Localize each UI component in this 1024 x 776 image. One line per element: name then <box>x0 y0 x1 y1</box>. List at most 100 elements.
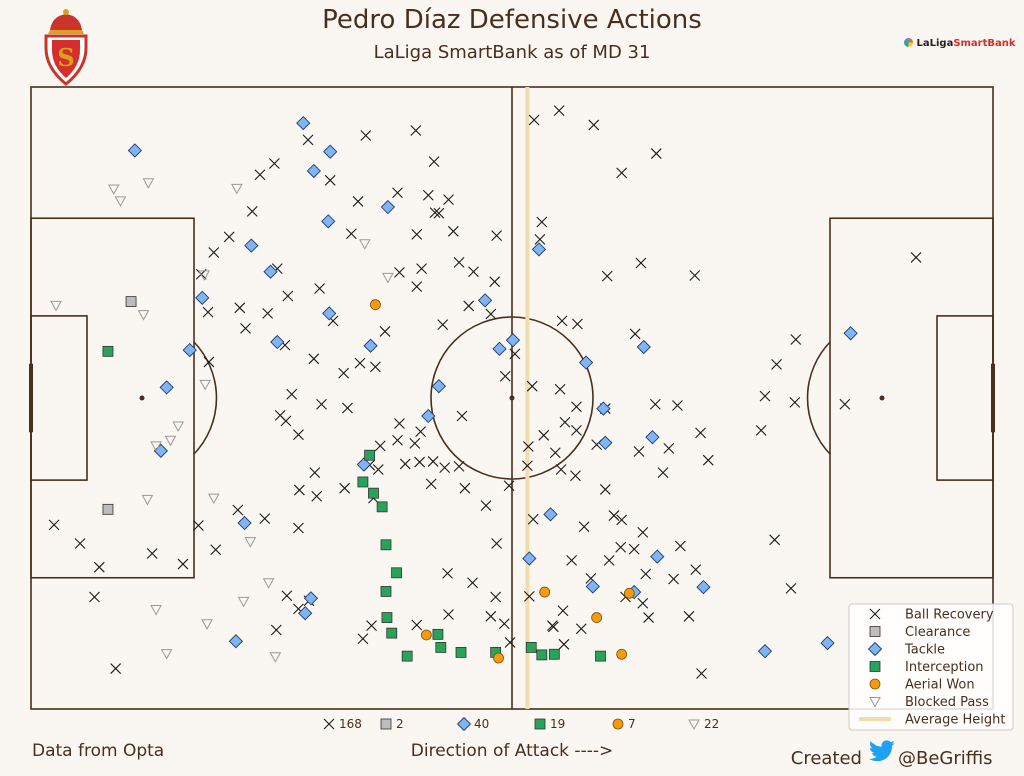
ball-recovery-point <box>293 429 304 441</box>
interception-point <box>401 650 413 662</box>
ball-recovery-point <box>640 568 652 580</box>
ball-recovery-point <box>456 410 468 422</box>
tackle-point <box>303 591 319 606</box>
ball-recovery-point <box>480 500 492 511</box>
ball-recovery-point <box>357 633 369 645</box>
ball-recovery-point <box>48 519 60 531</box>
ball-recovery-point <box>177 558 189 570</box>
legend-label: Aerial Won <box>905 678 975 693</box>
tackle-point <box>127 143 143 158</box>
tackle-point <box>598 435 613 450</box>
ball-recovery-point <box>522 460 533 472</box>
ball-recovery-point <box>527 513 539 525</box>
right-penalty-arc <box>806 341 831 455</box>
ball-recovery-point <box>696 668 707 679</box>
interception-point <box>391 567 402 579</box>
ball-recovery-point <box>74 538 86 549</box>
clearance-point <box>102 503 114 515</box>
twitter-bird-icon[interactable] <box>868 740 896 768</box>
ball-recovery-point <box>637 526 649 538</box>
tackle-point <box>645 430 660 445</box>
tackle-point <box>696 579 711 595</box>
ball-recovery-point <box>282 290 294 302</box>
ball-recovery-point <box>294 484 305 496</box>
ball-recovery-point <box>491 538 502 549</box>
count-value: 2 <box>396 717 404 731</box>
ball-recovery-point <box>616 514 628 526</box>
center-spot <box>509 395 515 401</box>
blocked-pass-point <box>172 421 185 433</box>
interception-point <box>455 646 467 658</box>
ball-recovery-point <box>547 620 558 632</box>
aerial-won-point <box>539 586 551 598</box>
ball-recovery-point <box>370 361 381 373</box>
blocked-pass-point <box>199 379 211 391</box>
ball-recovery-point <box>354 357 366 369</box>
left-six-yard-box <box>30 315 88 481</box>
left-penalty-spot <box>139 395 145 401</box>
ball-recovery-point <box>262 308 274 319</box>
ball-recovery-point <box>443 194 454 205</box>
tackle-point <box>543 507 558 522</box>
ball-recovery-point <box>489 276 501 288</box>
ball-recovery-point <box>443 609 454 620</box>
blocked-pass-point <box>198 270 211 281</box>
ball-recovery-point <box>601 270 613 282</box>
ball-recovery-point <box>360 130 372 141</box>
ball-recovery-point <box>572 318 583 330</box>
right-penalty-spot <box>879 395 885 401</box>
pitch <box>29 86 995 710</box>
ball-recovery-point <box>608 510 620 521</box>
tackle-point <box>298 606 313 621</box>
legend-label: Interception <box>905 660 984 675</box>
ball-recovery-point <box>280 415 292 427</box>
tackle-point <box>636 339 651 355</box>
blocked-pass-point <box>107 184 120 196</box>
ball-recovery-point <box>499 370 511 382</box>
ball-recovery-point <box>674 540 686 552</box>
ball-recovery-point <box>616 167 628 179</box>
blocked-pass-point <box>142 178 155 189</box>
ball-recovery-point <box>467 577 478 589</box>
ball-recovery-point <box>556 315 568 327</box>
ball-recovery-point <box>578 521 590 533</box>
ball-recovery-point <box>575 623 587 635</box>
tackle-point <box>237 515 252 531</box>
laliga-smartbank-logo: LaLigaSmartBank <box>904 38 1016 49</box>
tackle-point <box>228 634 244 649</box>
ball-recovery-point <box>308 353 320 365</box>
right-six-yard-box <box>936 315 994 481</box>
blocked-pass-point <box>244 537 257 548</box>
legend-marker <box>869 697 881 708</box>
tackle-point <box>306 163 321 179</box>
ball-recovery-point <box>690 564 702 576</box>
ball-recovery-point <box>453 461 465 472</box>
chart-points <box>48 105 922 679</box>
ball-recovery-point <box>629 328 641 340</box>
tackle-point <box>596 401 611 416</box>
ball-recovery-point <box>93 561 105 573</box>
interception-point <box>364 449 376 461</box>
ball-recovery-point <box>615 541 627 553</box>
legend-marker <box>869 661 881 672</box>
tackle-point <box>195 290 210 305</box>
count-value: 7 <box>628 717 636 731</box>
ball-recovery-point <box>427 456 439 467</box>
ball-recovery-point <box>683 610 695 622</box>
interception-point <box>435 642 447 653</box>
twitter-handle[interactable]: @BeGriffis <box>898 748 993 769</box>
ball-recovery-point <box>372 464 384 475</box>
tackle-point <box>578 355 594 370</box>
ball-recovery-point <box>453 257 465 268</box>
ball-recovery-point <box>240 322 251 334</box>
ball-recovery-point <box>411 281 423 293</box>
blocked-pass-point <box>269 652 282 663</box>
ball-recovery-point <box>588 119 600 131</box>
legend-label: Ball Recovery <box>905 608 994 623</box>
blocked-pass-point <box>150 604 162 616</box>
ball-recovery-point <box>555 464 567 475</box>
ball-recovery-point <box>526 380 538 392</box>
tackle-point <box>843 326 858 341</box>
laliga-logo-icon <box>904 38 913 47</box>
interception-point <box>548 648 560 660</box>
